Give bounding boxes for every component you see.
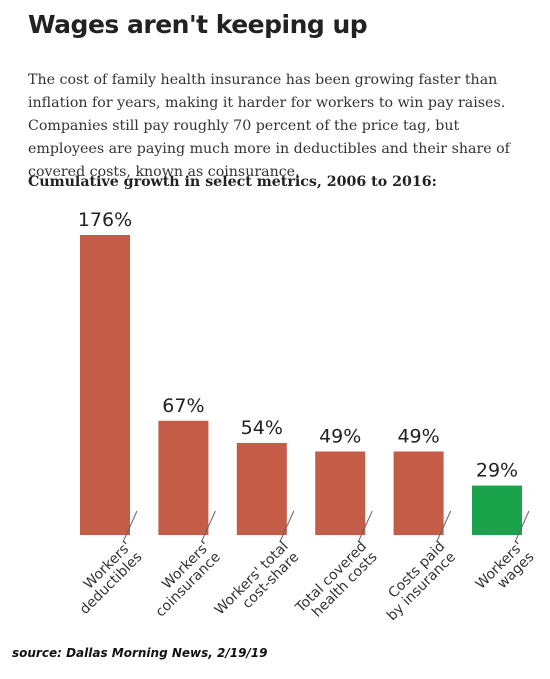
chart-subtitle: Cumulative growth in select metrics, 200… — [28, 174, 437, 190]
category-label-5: Workers'wages — [473, 539, 538, 604]
bar-2 — [236, 442, 287, 535]
tick-line-2 — [279, 510, 295, 543]
value-label-3: 49% — [319, 425, 361, 447]
category-label-3: Total coveredhealth costs — [292, 539, 381, 628]
tick-line-0 — [122, 510, 138, 543]
bar-3 — [315, 451, 366, 535]
bar-0 — [80, 235, 130, 535]
bar-1 — [158, 420, 209, 535]
bar-chart: 176%Workers'deductibles67%Workers'coinsu… — [66, 209, 538, 629]
category-label-2: Workers' totalcost-share — [212, 539, 302, 629]
tick-line-5 — [514, 510, 530, 543]
chart-description: The cost of family health insurance has … — [28, 72, 510, 180]
tick-line-4 — [436, 510, 452, 543]
category-label-0: Workers'deductibles — [66, 539, 145, 618]
tick-line-1 — [200, 510, 216, 543]
source-note: source: Dallas Morning News, 2/19/19 — [12, 646, 268, 660]
value-label-5: 29% — [476, 460, 518, 482]
category-label-4: Costs paidby insurance — [373, 539, 459, 625]
value-label-4: 49% — [397, 425, 439, 447]
value-label-1: 67% — [162, 395, 204, 417]
bar-4 — [393, 451, 444, 535]
value-label-0: 176% — [78, 209, 132, 231]
tick-line-3 — [357, 510, 373, 543]
bar-5 — [472, 485, 522, 535]
value-label-2: 54% — [241, 417, 283, 439]
chart-title: Wages aren't keeping up — [28, 10, 368, 39]
